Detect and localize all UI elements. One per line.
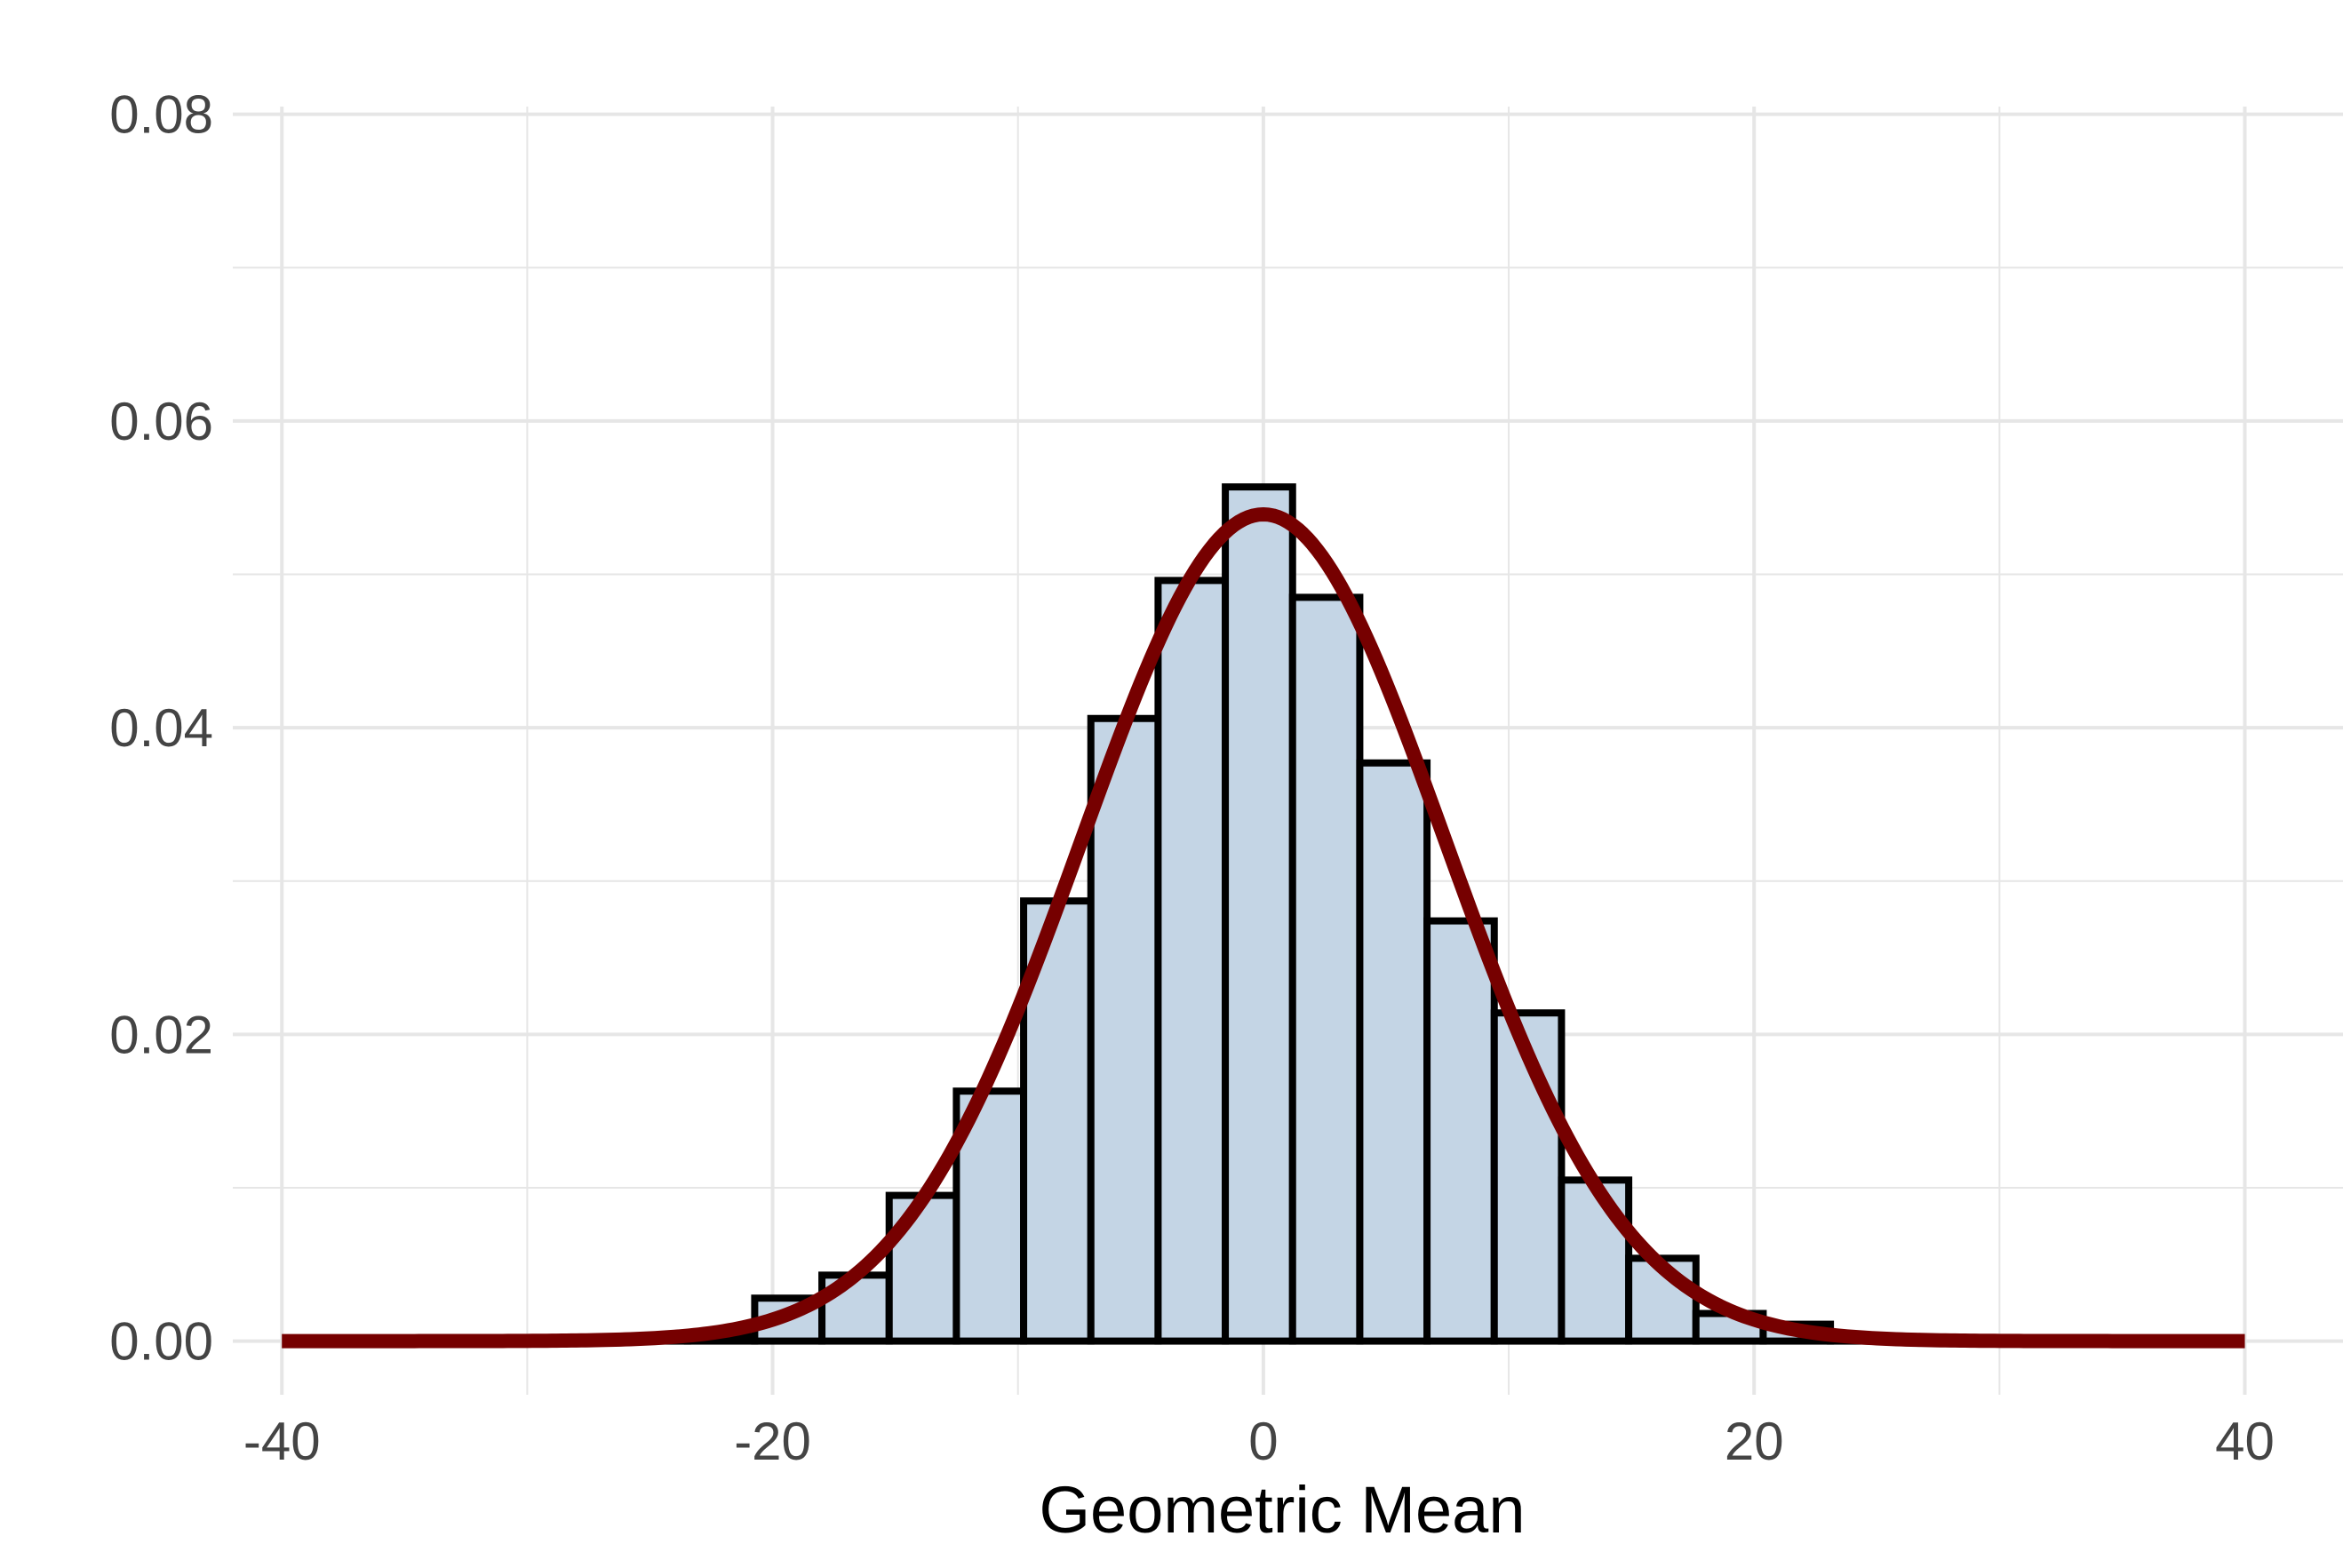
x-tick-label: -40 [243,1412,321,1471]
y-tick-label: 0.00 [109,1312,213,1372]
x-axis-title: Geometric Mean [1040,1473,1526,1547]
density-curve-line [279,506,2248,1349]
histogram-bars [617,483,1901,1345]
histogram-bar [1288,593,1364,1345]
tick-labels: 0.00 0.02 0.04 0.06 0.08 -40 -20 0 20 40 [109,85,2275,1471]
histogram-bar [1423,917,1498,1345]
histogram-bar [1356,759,1431,1345]
histogram-bar [1222,483,1296,1345]
histogram-bar [1154,577,1230,1345]
x-tick-label: 0 [1248,1412,1278,1471]
grid-layer [233,107,2343,1395]
y-tick-label: 0.04 [109,698,213,758]
x-tick-label: 40 [2215,1412,2275,1471]
y-tick-label: 0.02 [109,1005,213,1064]
x-tick-label: -20 [734,1412,811,1471]
y-tick-label: 0.06 [109,392,213,451]
y-tick-label: 0.08 [109,85,213,145]
density-curve-layer [279,506,2248,1349]
histogram-bar [1558,1176,1633,1345]
x-tick-label: 20 [1725,1412,1784,1471]
histogram-bar [885,1191,960,1345]
histogram-bar [1087,714,1162,1345]
